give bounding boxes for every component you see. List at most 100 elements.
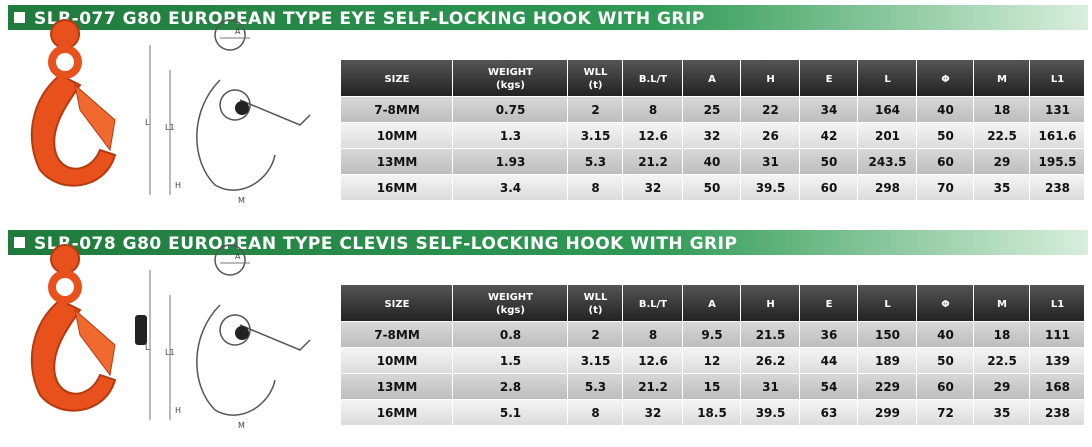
cell-text: 131: [1045, 103, 1070, 117]
table-cell: [341, 149, 452, 174]
cell-text: 60: [937, 155, 954, 169]
header-text: L: [884, 74, 891, 85]
cell-text: 168: [1045, 380, 1070, 394]
table-cell: [623, 123, 682, 148]
cell-text: 35: [994, 406, 1011, 420]
table-cell: [453, 97, 567, 122]
header-cell: [741, 285, 799, 321]
table-cell: [917, 149, 973, 174]
cell-text: 16MM: [377, 406, 418, 420]
header-cell: [341, 60, 452, 96]
table-cell: [453, 175, 567, 200]
cell-text: 10MM: [377, 354, 418, 368]
table-cell: [453, 149, 567, 174]
cell-text: 8: [591, 406, 599, 420]
table-cell: [974, 322, 1029, 347]
drawing-pin: [235, 326, 249, 340]
header-text: B.L/T: [639, 74, 667, 85]
table-cell: [741, 322, 799, 347]
table-cell: [800, 400, 857, 425]
table-cell: [568, 374, 622, 399]
cell-text: 31: [762, 155, 779, 169]
table-cell: [741, 97, 799, 122]
header-text: WEIGHT: [488, 67, 533, 78]
table-cell: [800, 97, 857, 122]
drawing-label: L1: [165, 123, 175, 132]
table-cell: [858, 175, 916, 200]
cell-text: 60: [821, 181, 838, 195]
header-cell: [800, 285, 857, 321]
cell-text: 150: [875, 328, 900, 342]
cell-text: 25: [704, 103, 721, 117]
cell-text: 5.3: [585, 380, 606, 394]
cell-text: 42: [821, 129, 838, 143]
cell-text: 229: [875, 380, 900, 394]
cell-text: 0.75: [496, 103, 526, 117]
header-cell: [683, 285, 740, 321]
cell-text: 16MM: [377, 181, 418, 195]
cell-text: 3.15: [581, 354, 611, 368]
header-cell: [858, 60, 916, 96]
cell-text: 5.1: [500, 406, 521, 420]
table-cell: [741, 374, 799, 399]
cell-text: 63: [821, 406, 838, 420]
header-text: Φ: [941, 74, 950, 85]
table-cell: [683, 123, 740, 148]
section: SLR-078 G80 EUROPEAN TYPE CLEVIS SELF-LO…: [8, 230, 1088, 430]
table-cell: [917, 374, 973, 399]
cell-text: 32: [645, 181, 662, 195]
header-text: (kgs): [496, 305, 525, 316]
cell-text: 238: [1045, 406, 1070, 420]
drawing-label: M: [238, 196, 245, 205]
cell-text: 13MM: [377, 380, 418, 394]
title-bullet: [14, 237, 25, 248]
product-eye: [48, 45, 82, 79]
table-cell: [1030, 348, 1084, 373]
table-cell: [568, 175, 622, 200]
table-cell: [568, 400, 622, 425]
table-cell: [741, 348, 799, 373]
cell-text: 238: [1045, 181, 1070, 195]
cell-text: 26: [762, 129, 779, 143]
table-cell: [341, 374, 452, 399]
table-cell: [683, 348, 740, 373]
cell-text: 201: [875, 129, 900, 143]
drawing-label: A: [235, 252, 241, 261]
header-cell: [568, 285, 622, 321]
table-cell: [974, 149, 1029, 174]
table-cell: [341, 97, 452, 122]
cell-text: 12: [704, 354, 721, 368]
table-cell: [800, 374, 857, 399]
product-eye: [48, 270, 82, 304]
cell-text: 139: [1045, 354, 1070, 368]
section-title: SLR-078 G80 EUROPEAN TYPE CLEVIS SELF-LO…: [34, 234, 737, 254]
drawing-label: A: [235, 27, 241, 36]
header-text: (kgs): [496, 80, 525, 91]
table-cell: [568, 348, 622, 373]
table-cell: [917, 400, 973, 425]
drawing-label: M: [238, 421, 245, 430]
cell-text: 22: [762, 103, 779, 117]
cell-text: 243.5: [869, 155, 907, 169]
header-text: Φ: [941, 299, 950, 310]
cell-text: 29: [994, 380, 1011, 394]
cell-text: 2: [591, 103, 599, 117]
cell-text: 3.15: [581, 129, 611, 143]
cell-text: 50: [937, 354, 954, 368]
table-cell: [453, 348, 567, 373]
cell-text: 72: [937, 406, 954, 420]
cell-text: 32: [704, 129, 721, 143]
table-cell: [453, 400, 567, 425]
header-cell: [623, 60, 682, 96]
header-cell: [453, 285, 567, 321]
table-cell: [974, 97, 1029, 122]
header-text: WLL: [584, 67, 608, 78]
table-cell: [974, 123, 1029, 148]
header-text: B.L/T: [639, 299, 667, 310]
header-text: (t): [589, 80, 603, 91]
product-pin: [135, 315, 147, 345]
cell-text: 39.5: [756, 181, 786, 195]
cell-text: 50: [821, 155, 838, 169]
table-cell: [858, 97, 916, 122]
cell-text: 21.5: [756, 328, 786, 342]
